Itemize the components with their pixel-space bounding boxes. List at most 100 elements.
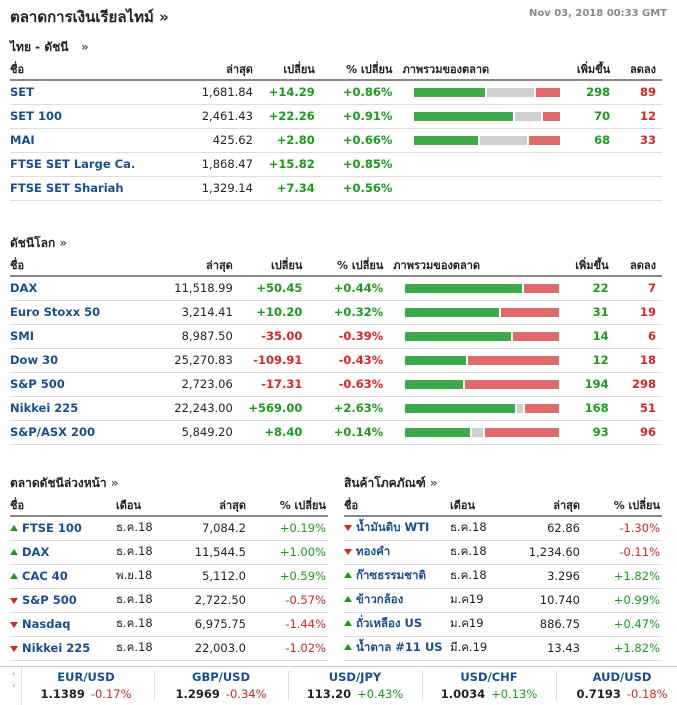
breadth-down-segment (513, 332, 560, 341)
index-name-cell: Nikkei 225 (10, 396, 129, 421)
fx-pair-link[interactable]: AUD/USD (592, 670, 652, 684)
pct-change-value: +1.00% (252, 540, 328, 565)
index-name-link[interactable]: S&P 500 (10, 377, 65, 391)
breadth-up-segment (405, 284, 523, 294)
fx-quote[interactable]: USD/JPY 113.20 +0.43% (293, 670, 417, 701)
contract-month: ธ.ค.18 (116, 636, 180, 661)
index-name-cell: FTSE SET Large Ca. (10, 152, 150, 177)
fx-pair-link[interactable]: USD/CHF (460, 670, 518, 684)
fx-next-icon[interactable]: › (12, 681, 16, 690)
index-name-link[interactable]: FTSE SET Large Ca. (10, 157, 136, 171)
index-row[interactable]: S&P/ASX 200 5,849.20 +8.40 +0.14% 93 96 (10, 420, 662, 445)
col-change: เปลี่ยน (238, 254, 309, 277)
index-name-cell: S&P/ASX 200 (10, 420, 129, 445)
last-price: 425.62 (149, 128, 259, 153)
instrument-row[interactable]: CAC 40 พ.ย.18 5,112.0 +0.59% (10, 564, 328, 589)
instrument-name-cell: ก๊าซธรรมชาติ (344, 564, 450, 589)
index-name-link[interactable]: MAI (10, 133, 35, 147)
instrument-name-link[interactable]: น้ำตาล #11 US (356, 640, 443, 654)
fx-quote[interactable]: EUR/USD 1.1389 -0.17% (24, 670, 148, 701)
pct-change-value: +0.86% (320, 80, 399, 105)
instrument-name-link[interactable]: น้ำมันดิบ WTI (356, 520, 430, 535)
instrument-row[interactable]: Nikkei 225 ธ.ค.18 22,003.0 -1.02% (10, 636, 328, 661)
pct-change-value: -0.43% (308, 348, 390, 373)
instrument-row[interactable]: FTSE 100 ธ.ค.18 7,084.2 +0.19% (10, 516, 328, 541)
instrument-row[interactable]: น้ำตาล #11 US มี.ค.19 13.43 +1.82% (344, 636, 662, 661)
contract-month: ม.ค19 (450, 588, 514, 613)
index-row[interactable]: S&P 500 2,723.06 -17.31 -0.63% 194 298 (10, 372, 662, 397)
fx-pair-link[interactable]: GBP/USD (192, 670, 250, 684)
index-row[interactable]: FTSE SET Large Ca. 1,868.47 +15.82 +0.85% (10, 152, 662, 177)
index-name-link[interactable]: SET (10, 85, 34, 100)
advances-count: 298 (560, 80, 617, 105)
col-last: ล่าสุด (128, 254, 239, 277)
arrow-up-icon (344, 620, 352, 626)
index-row[interactable]: Euro Stoxx 50 3,214.41 +10.20 +0.32% 31 19 (10, 300, 662, 325)
index-name-link[interactable]: S&P/ASX 200 (10, 425, 95, 439)
index-name-link[interactable]: FTSE SET Shariah (10, 181, 124, 195)
pct-change-value: +0.85% (320, 152, 399, 177)
instrument-row[interactable]: Nasdaq ธ.ค.18 6,975.75 -1.44% (10, 612, 328, 637)
index-row[interactable]: Dow 30 25,270.83 -109.91 -0.43% 12 18 (10, 348, 662, 373)
instrument-name-link[interactable]: DAX (22, 545, 50, 559)
col-month: เดือน (116, 494, 180, 517)
fx-prev-icon[interactable]: ‹ (12, 669, 16, 678)
index-row[interactable]: DAX 11,518.99 +50.45 +0.44% 22 7 (10, 276, 662, 301)
instrument-row[interactable]: น้ำมันดิบ WTI ธ.ค.18 62.86 -1.30% (344, 516, 662, 541)
instrument-name-link[interactable]: FTSE 100 (22, 521, 82, 536)
instrument-row[interactable]: DAX ธ.ค.18 11,544.5 +1.00% (10, 540, 328, 565)
breadth-up-segment (405, 404, 515, 413)
col-pct-change: % เปลี่ยน (320, 58, 399, 81)
instrument-row[interactable]: ข้าวกล้อง ม.ค19 10.740 +0.99% (344, 588, 662, 613)
index-name-link[interactable]: SET 100 (10, 109, 62, 123)
arrow-down-icon (10, 646, 18, 652)
index-row[interactable]: MAI 425.62 +2.80 +0.66% 68 33 (10, 128, 662, 153)
thai-section-title[interactable]: ไทย - ดัชนี » (10, 38, 89, 57)
index-name-link[interactable]: Nikkei 225 (10, 401, 79, 415)
breadth-unchanged-segment (515, 112, 542, 121)
instrument-name-link[interactable]: S&P 500 (22, 593, 77, 607)
instrument-row[interactable]: ถั่วเหลือง US ม.ค19 886.75 +0.47% (344, 612, 662, 637)
last-price: 1,234.60 (514, 540, 586, 565)
instrument-row[interactable]: ทองคำ ธ.ค.18 1,234.60 -0.11% (344, 540, 662, 565)
world-section-title[interactable]: ดัชนีโลก » (10, 234, 67, 253)
instrument-row[interactable]: S&P 500 ธ.ค.18 2,722.50 -0.57% (10, 588, 328, 613)
instrument-name-link[interactable]: Nikkei 225 (22, 641, 91, 655)
index-row[interactable]: FTSE SET Shariah 1,329.14 +7.34 +0.56% (10, 176, 662, 201)
futures-section-title[interactable]: ตลาดดัชนีล่วงหน้า » (10, 474, 119, 493)
advances-count: 31 (559, 300, 615, 325)
pct-change-value: +0.66% (320, 128, 399, 153)
pct-change-value: +1.82% (586, 636, 662, 661)
index-row[interactable]: Nikkei 225 22,243.00 +569.00 +2.63% 168 51 (10, 396, 662, 421)
index-name-link[interactable]: Euro Stoxx 50 (10, 305, 101, 319)
fx-divider (154, 671, 155, 701)
index-name-link[interactable]: Dow 30 (10, 353, 59, 367)
instrument-row[interactable]: ก๊าซธรรมชาติ ธ.ค.18 3.296 +1.82% (344, 564, 662, 589)
index-row[interactable]: SET 100 2,461.43 +22.26 +0.91% 70 12 (10, 104, 662, 129)
arrow-up-icon (344, 596, 352, 602)
last-price: 1,681.84 (149, 80, 259, 105)
instrument-name-link[interactable]: CAC 40 (22, 569, 68, 583)
change-value: +22.26 (258, 104, 321, 129)
instrument-name-cell: Nikkei 225 (10, 636, 116, 661)
index-name-link[interactable]: DAX (10, 281, 38, 296)
fx-quote[interactable]: AUD/USD 0.7193 -0.18% (560, 670, 677, 701)
contract-month: พ.ย.18 (116, 564, 180, 589)
index-name-cell: Dow 30 (10, 348, 129, 373)
index-row[interactable]: SET 1,681.84 +14.29 +0.86% 298 89 (10, 80, 662, 105)
fx-quote[interactable]: GBP/USD 1.2969 -0.34% (159, 670, 283, 701)
fx-pair-link[interactable]: USD/JPY (328, 670, 382, 684)
index-name-link[interactable]: SMI (10, 329, 35, 343)
fx-quote[interactable]: USD/CHF 1.0034 +0.13% (427, 670, 551, 701)
breadth-unchanged-segment (480, 136, 528, 145)
instrument-name-link[interactable]: ทองคำ (356, 544, 391, 558)
instrument-name-link[interactable]: ก๊าซธรรมชาติ (356, 568, 426, 582)
instrument-name-link[interactable]: ถั่วเหลือง US (356, 616, 423, 630)
index-row[interactable]: SMI 8,987.50 -35.00 -0.39% 14 6 (10, 324, 662, 349)
page-title[interactable]: ตลาดการเงินเรียลไทม์ » (10, 8, 169, 26)
commodities-section-title[interactable]: สินค้าโภคภัณฑ์ » (344, 474, 438, 493)
change-value: +15.82 (258, 152, 321, 177)
fx-pair-link[interactable]: EUR/USD (57, 670, 115, 684)
instrument-name-link[interactable]: ข้าวกล้อง (356, 592, 404, 606)
instrument-name-link[interactable]: Nasdaq (22, 617, 71, 631)
